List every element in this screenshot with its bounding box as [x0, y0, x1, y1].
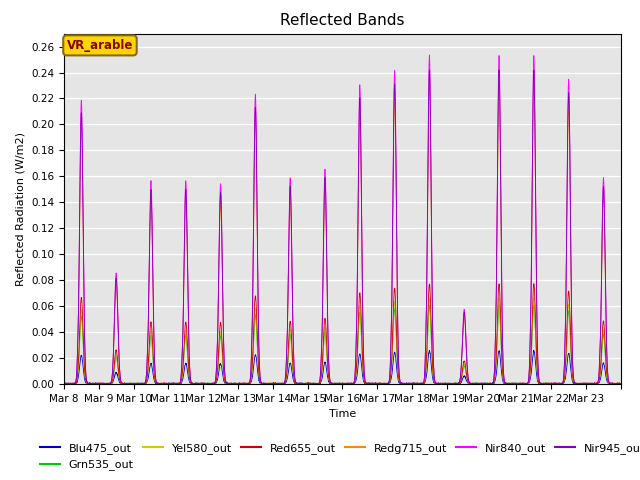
Red655_out — [60, 380, 68, 386]
Red655_out — [495, 281, 503, 287]
Nir840_out — [426, 52, 433, 58]
Redg715_out — [364, 381, 371, 387]
Yel580_out — [363, 381, 371, 386]
Redg715_out — [175, 381, 183, 386]
Blu475_out — [393, 369, 401, 374]
Nir945_out — [176, 381, 184, 386]
Yel580_out — [60, 381, 68, 386]
Nir840_out — [364, 381, 371, 386]
Red655_out — [175, 381, 183, 386]
Blu475_out — [426, 348, 433, 353]
Red655_out — [393, 342, 401, 348]
Grn535_out — [523, 381, 531, 387]
Nir945_out — [617, 381, 625, 387]
Grn535_out — [303, 381, 310, 387]
Grn535_out — [60, 381, 68, 386]
Nir840_out — [495, 57, 503, 63]
Grn535_out — [175, 381, 183, 386]
Line: Redg715_out: Redg715_out — [64, 84, 621, 384]
Red655_out — [530, 281, 538, 287]
Redg715_out — [60, 381, 68, 386]
Red655_out — [617, 381, 625, 386]
Grn535_out — [495, 302, 503, 308]
Red655_out — [537, 381, 545, 387]
Nir840_out — [393, 256, 401, 262]
Redg715_out — [495, 83, 503, 89]
Nir945_out — [97, 381, 105, 387]
Y-axis label: Reflected Radiation (W/m2): Reflected Radiation (W/m2) — [15, 132, 26, 286]
Blu475_out — [495, 348, 503, 354]
Line: Nir945_out: Nir945_out — [64, 70, 621, 384]
Grn535_out — [537, 381, 545, 387]
Nir840_out — [537, 380, 545, 386]
Yel580_out — [523, 381, 531, 386]
Nir945_out — [60, 381, 68, 387]
Nir840_out — [617, 381, 625, 386]
Grn535_out — [617, 381, 625, 386]
Blu475_out — [60, 381, 68, 387]
Line: Grn535_out: Grn535_out — [64, 305, 621, 384]
Line: Red655_out: Red655_out — [64, 284, 621, 384]
Blu475_out — [175, 381, 183, 386]
Nir945_out — [426, 67, 433, 72]
Yel580_out — [530, 295, 538, 301]
Blu475_out — [537, 381, 545, 387]
Nir945_out — [364, 381, 371, 386]
Blu475_out — [364, 381, 371, 386]
Nir945_out — [393, 262, 401, 267]
Nir945_out — [495, 72, 503, 77]
Redg715_out — [523, 381, 531, 386]
Red655_out — [523, 381, 531, 386]
Grn535_out — [393, 351, 401, 357]
Yel580_out — [537, 381, 545, 386]
Redg715_out — [537, 381, 545, 386]
Nir840_out — [523, 381, 531, 387]
Legend: Blu475_out, Grn535_out, Yel580_out, Red655_out, Redg715_out, Nir840_out, Nir945_: Blu475_out, Grn535_out, Yel580_out, Red6… — [35, 439, 640, 475]
Nir945_out — [537, 381, 545, 386]
Nir840_out — [345, 381, 353, 387]
Title: Reflected Bands: Reflected Bands — [280, 13, 404, 28]
Red655_out — [364, 381, 371, 386]
Redg715_out — [300, 381, 308, 387]
Nir840_out — [175, 381, 183, 386]
Yel580_out — [175, 381, 183, 386]
Yel580_out — [372, 381, 380, 387]
Blu475_out — [523, 381, 531, 386]
Text: VR_arable: VR_arable — [67, 39, 133, 52]
Redg715_out — [393, 267, 401, 273]
Nir840_out — [60, 381, 68, 387]
Yel580_out — [393, 348, 401, 354]
Yel580_out — [495, 296, 503, 301]
Yel580_out — [617, 381, 625, 386]
Red655_out — [237, 381, 244, 387]
Blu475_out — [307, 381, 315, 387]
Line: Blu475_out: Blu475_out — [64, 350, 621, 384]
Redg715_out — [530, 81, 538, 86]
Blu475_out — [617, 381, 625, 387]
Grn535_out — [495, 303, 503, 309]
Line: Yel580_out: Yel580_out — [64, 298, 621, 384]
Line: Nir840_out: Nir840_out — [64, 55, 621, 384]
Nir945_out — [523, 381, 531, 386]
Redg715_out — [617, 381, 625, 387]
X-axis label: Time: Time — [329, 409, 356, 419]
Grn535_out — [364, 381, 371, 386]
